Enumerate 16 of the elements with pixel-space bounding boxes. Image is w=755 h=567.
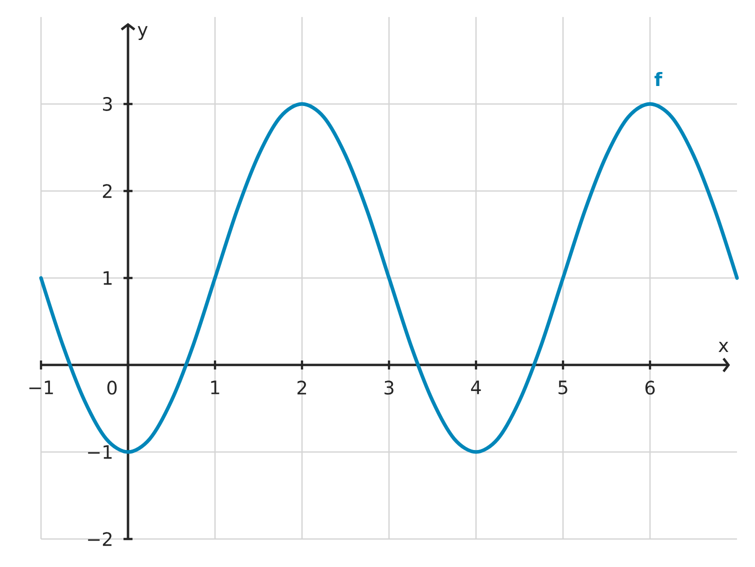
y-tick-label: 3 bbox=[102, 97, 112, 111]
y-axis-title: y bbox=[138, 26, 148, 40]
y-tick-label: −1 bbox=[88, 445, 112, 459]
x-tick-label: 5 bbox=[558, 380, 568, 394]
y-tick-label: −2 bbox=[88, 532, 112, 546]
x-tick-label: 1 bbox=[211, 380, 220, 394]
x-tick-label: 0 bbox=[107, 380, 117, 395]
x-tick-label: 4 bbox=[471, 380, 481, 394]
y-tick-label: 1 bbox=[104, 271, 112, 285]
x-axis-title: x bbox=[718, 342, 728, 352]
x-tick-label: 2 bbox=[297, 380, 306, 394]
x-tick-label: 3 bbox=[384, 380, 394, 395]
x-tick-label: 6 bbox=[645, 380, 655, 395]
y-tick-label: 2 bbox=[102, 184, 112, 198]
series-label: f bbox=[654, 72, 662, 86]
x-tick-label: −1 bbox=[29, 380, 53, 394]
